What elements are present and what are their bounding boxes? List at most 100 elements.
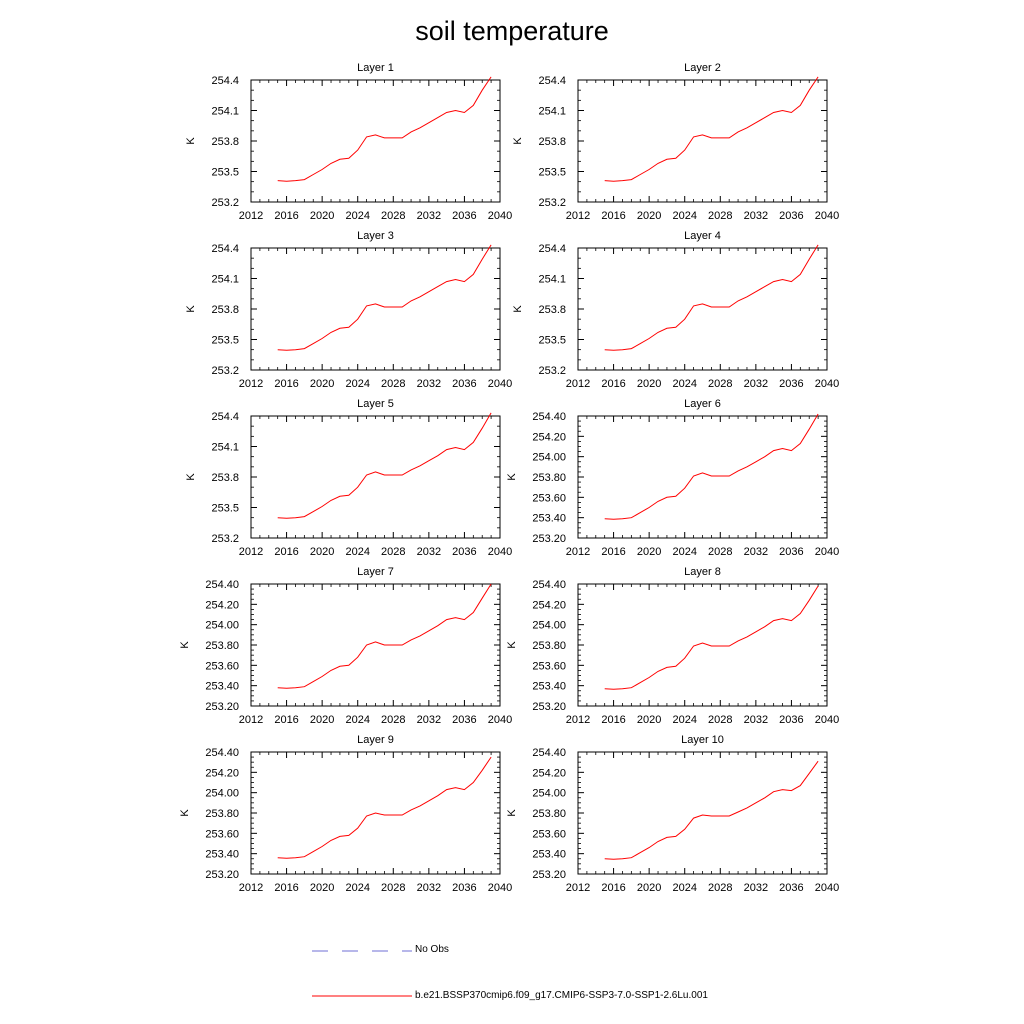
x-tick-label: 2028 bbox=[708, 546, 732, 558]
x-tick-label: 2028 bbox=[381, 378, 405, 390]
x-tick-label: 2016 bbox=[601, 714, 625, 726]
panel-title: Layer 9 bbox=[357, 734, 394, 746]
x-tick-label: 2028 bbox=[708, 378, 732, 390]
x-tick-label: 2016 bbox=[601, 210, 625, 222]
y-tick-label: 253.20 bbox=[532, 701, 566, 713]
x-tick-label: 2024 bbox=[672, 882, 696, 894]
panel-title: Layer 6 bbox=[684, 398, 721, 410]
y-tick-label: 254.20 bbox=[205, 767, 239, 779]
series-line bbox=[277, 756, 492, 859]
x-tick-label: 2040 bbox=[488, 378, 512, 390]
series-line bbox=[604, 76, 819, 182]
y-tick-label: 254.00 bbox=[532, 620, 566, 632]
y-tick-label: 254.20 bbox=[532, 599, 566, 611]
y-axis-label: K bbox=[506, 809, 518, 817]
x-tick-label: 2028 bbox=[708, 210, 732, 222]
x-tick-label: 2012 bbox=[566, 882, 590, 894]
y-tick-label: 253.60 bbox=[205, 828, 239, 840]
x-tick-label: 2012 bbox=[239, 882, 263, 894]
x-tick-label: 2016 bbox=[274, 882, 298, 894]
x-tick-label: 2028 bbox=[708, 714, 732, 726]
panel-layer-8: Layer 8 2012 2016 2020 2024 2028 2032 2036 2040 2… bbox=[506, 566, 839, 726]
x-tick-label: 2032 bbox=[417, 882, 441, 894]
x-tick-label: 2032 bbox=[744, 714, 768, 726]
plot-frame bbox=[577, 751, 828, 875]
x-tick-label: 2020 bbox=[310, 714, 334, 726]
x-tick-label: 2012 bbox=[566, 378, 590, 390]
plot-frame bbox=[250, 415, 501, 539]
x-tick-label: 2016 bbox=[274, 714, 298, 726]
y-axis-label: K bbox=[512, 137, 524, 145]
x-tick-label: 2028 bbox=[381, 210, 405, 222]
panel-layer-7: Layer 7 2012 2016 2020 2024 2028 2032 2036 2040 2… bbox=[179, 566, 512, 726]
x-tick-label: 2032 bbox=[417, 378, 441, 390]
y-tick-label: 253.80 bbox=[532, 640, 566, 652]
plot-frame bbox=[577, 415, 828, 539]
x-tick-label: 2024 bbox=[345, 378, 369, 390]
x-tick-label: 2020 bbox=[310, 546, 334, 558]
panel-title: Layer 4 bbox=[684, 230, 721, 242]
y-tick-label: 253.2 bbox=[211, 533, 239, 545]
x-tick-label: 2020 bbox=[637, 546, 661, 558]
y-axis-label: K bbox=[179, 809, 191, 817]
x-tick-label: 2032 bbox=[744, 882, 768, 894]
y-tick-label: 253.60 bbox=[532, 828, 566, 840]
y-tick-label: 253.8 bbox=[211, 472, 239, 484]
legend-obs-line bbox=[312, 950, 412, 952]
x-tick-label: 2012 bbox=[566, 210, 590, 222]
x-tick-label: 2036 bbox=[452, 210, 476, 222]
y-tick-label: 253.8 bbox=[211, 304, 239, 316]
x-tick-label: 2020 bbox=[310, 882, 334, 894]
y-tick-label: 253.60 bbox=[205, 660, 239, 672]
plot-frame bbox=[250, 247, 501, 371]
series-line bbox=[277, 412, 492, 519]
y-tick-label: 254.4 bbox=[211, 243, 239, 255]
x-tick-label: 2032 bbox=[744, 546, 768, 558]
y-tick-label: 254.1 bbox=[211, 442, 239, 454]
y-tick-label: 254.1 bbox=[538, 106, 566, 118]
series-line bbox=[277, 244, 492, 351]
x-tick-label: 2012 bbox=[566, 714, 590, 726]
y-tick-label: 254.40 bbox=[532, 411, 566, 423]
x-tick-label: 2036 bbox=[779, 210, 803, 222]
panel-layer-2: Layer 2 2012 2016 2020 2024 2028 2032 2036 2040 2… bbox=[512, 62, 839, 222]
x-tick-label: 2024 bbox=[345, 882, 369, 894]
x-tick-label: 2016 bbox=[274, 546, 298, 558]
y-tick-label: 253.80 bbox=[205, 640, 239, 652]
panel-title: Layer 5 bbox=[357, 398, 394, 410]
x-tick-label: 2012 bbox=[239, 546, 263, 558]
panel-title: Layer 1 bbox=[357, 62, 394, 74]
plot-frame bbox=[577, 583, 828, 707]
y-tick-label: 253.5 bbox=[211, 167, 239, 179]
figure-title: soil temperature bbox=[415, 16, 609, 46]
x-tick-label: 2040 bbox=[488, 210, 512, 222]
y-tick-label: 254.1 bbox=[211, 106, 239, 118]
y-axis-label: K bbox=[512, 305, 524, 313]
y-tick-label: 253.80 bbox=[532, 472, 566, 484]
y-tick-label: 253.2 bbox=[538, 365, 566, 377]
series-line bbox=[277, 76, 492, 182]
x-tick-label: 2012 bbox=[239, 378, 263, 390]
legend-model-line bbox=[312, 995, 412, 997]
panel-layer-3: Layer 3 2012 2016 2020 2024 2028 2032 2036 2040 2… bbox=[185, 230, 512, 390]
x-tick-label: 2028 bbox=[708, 882, 732, 894]
panel-layer-10: Layer 10 2012 2016 2020 2024 2028 2032 2036 2040… bbox=[506, 734, 839, 894]
x-tick-label: 2020 bbox=[637, 882, 661, 894]
y-tick-label: 254.1 bbox=[538, 274, 566, 286]
y-tick-label: 253.20 bbox=[205, 701, 239, 713]
x-tick-label: 2040 bbox=[488, 546, 512, 558]
x-tick-label: 2012 bbox=[566, 546, 590, 558]
y-tick-label: 253.80 bbox=[205, 808, 239, 820]
panel-title: Layer 3 bbox=[357, 230, 394, 242]
y-axis-label: K bbox=[506, 473, 518, 481]
y-tick-label: 253.8 bbox=[538, 136, 566, 148]
y-tick-label: 254.20 bbox=[532, 767, 566, 779]
y-tick-label: 254.40 bbox=[205, 747, 239, 759]
panel-title: Layer 7 bbox=[357, 566, 394, 578]
x-tick-label: 2024 bbox=[345, 714, 369, 726]
y-tick-label: 253.2 bbox=[211, 197, 239, 209]
y-tick-label: 254.00 bbox=[532, 452, 566, 464]
y-tick-label: 254.00 bbox=[205, 620, 239, 632]
y-tick-label: 254.00 bbox=[532, 788, 566, 800]
